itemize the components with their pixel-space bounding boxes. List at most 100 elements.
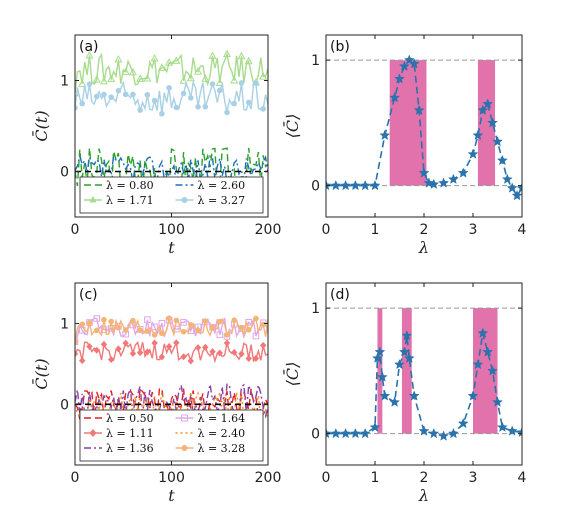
data-point (79, 321, 86, 328)
data-point (216, 87, 223, 94)
data-point (173, 339, 180, 347)
data-point (372, 352, 383, 363)
data-point (166, 315, 172, 321)
data-point (408, 390, 420, 401)
data-point (457, 167, 469, 178)
data-point (389, 92, 401, 103)
data-point (180, 90, 187, 97)
data-point (359, 179, 371, 191)
legend-label: λ = 1.11 (106, 427, 154, 440)
data-point (374, 346, 386, 357)
data-point (194, 67, 203, 75)
y-tick-label: 1 (311, 301, 320, 317)
data-point (216, 318, 223, 325)
x-tick-label: 200 (255, 470, 282, 486)
y-axis-label: ⟨C̄⟩ (281, 362, 302, 387)
data-point (379, 129, 391, 141)
data-point (209, 324, 216, 331)
x-tick-label: 1 (371, 470, 380, 486)
y-tick-label: 1 (311, 53, 320, 69)
data-point (418, 425, 430, 436)
data-point (506, 182, 518, 193)
data-point (506, 425, 518, 436)
data-point (158, 319, 166, 327)
legend-box (79, 409, 264, 462)
legend-label: λ = 2.60 (198, 179, 246, 192)
data-point (330, 427, 342, 439)
panel-label: (d) (330, 287, 350, 303)
x-axis-label: t (168, 238, 175, 257)
data-point (216, 331, 224, 339)
y-tick-label: 0 (311, 427, 320, 443)
data-point (130, 91, 136, 98)
data-point (165, 343, 173, 351)
data-point (75, 350, 79, 358)
data-point (188, 322, 194, 328)
legend-marker (181, 197, 188, 203)
data-point (115, 324, 122, 331)
data-point (79, 357, 86, 365)
data-point (107, 74, 116, 83)
data-point (121, 67, 130, 75)
data-point (150, 53, 159, 62)
panel-label: (a) (79, 39, 99, 55)
data-point (209, 81, 216, 87)
legend-marker (181, 414, 188, 422)
data-point (349, 179, 361, 191)
x-tick-label: 0 (71, 470, 80, 486)
data-point (86, 343, 93, 351)
plot-area (326, 54, 522, 201)
data-point (369, 179, 381, 191)
data-point (237, 51, 246, 60)
data-point (472, 129, 484, 141)
data-point (376, 371, 388, 382)
data-point (129, 350, 137, 358)
data-point (93, 315, 101, 322)
data-point (413, 104, 425, 115)
data-point (349, 427, 361, 439)
data-point (172, 56, 181, 64)
data-point (195, 327, 201, 334)
data-point (208, 51, 217, 59)
data-point (428, 427, 440, 439)
data-point (231, 100, 238, 107)
data-point (472, 358, 484, 370)
x-tick-label: 2 (420, 470, 429, 486)
data-point (151, 323, 158, 331)
data-point (122, 327, 129, 333)
panel-d: 0 1 2 3 4 0 1 λ ⟨C̄⟩ (d) (281, 282, 527, 505)
data-point (398, 346, 410, 357)
data-point (245, 355, 252, 363)
data-point (467, 390, 479, 401)
shaded-region-0 (377, 308, 383, 434)
legend-label: λ = 1.36 (106, 442, 154, 455)
legend-label: λ = 3.27 (198, 194, 246, 207)
data-point (496, 154, 508, 166)
panel-b: 0 1 2 3 4 0 1 λ ⟨C̄⟩ (b) (281, 34, 527, 257)
data-point (99, 76, 108, 85)
legend-label: λ = 0.80 (106, 179, 154, 192)
data-point (477, 327, 489, 338)
panel-label: (b) (330, 39, 350, 55)
data-point (245, 326, 252, 333)
data-point (477, 104, 489, 115)
data-point (379, 390, 391, 401)
data-point (202, 343, 209, 351)
data-point (151, 332, 158, 338)
data-point (457, 417, 469, 429)
data-point (394, 358, 405, 370)
data-point (159, 110, 165, 117)
y-axis-label: C̄(t) (30, 358, 51, 389)
x-tick-label: 0 (322, 222, 331, 238)
y-tick-label: 1 (60, 316, 69, 332)
data-point (230, 75, 239, 84)
data-point (101, 316, 107, 323)
y-tick-label: 0 (60, 397, 69, 413)
data-point (231, 317, 238, 324)
data-point (179, 76, 188, 84)
data-point (173, 104, 180, 111)
data-point (496, 421, 508, 432)
data-point (79, 100, 86, 107)
